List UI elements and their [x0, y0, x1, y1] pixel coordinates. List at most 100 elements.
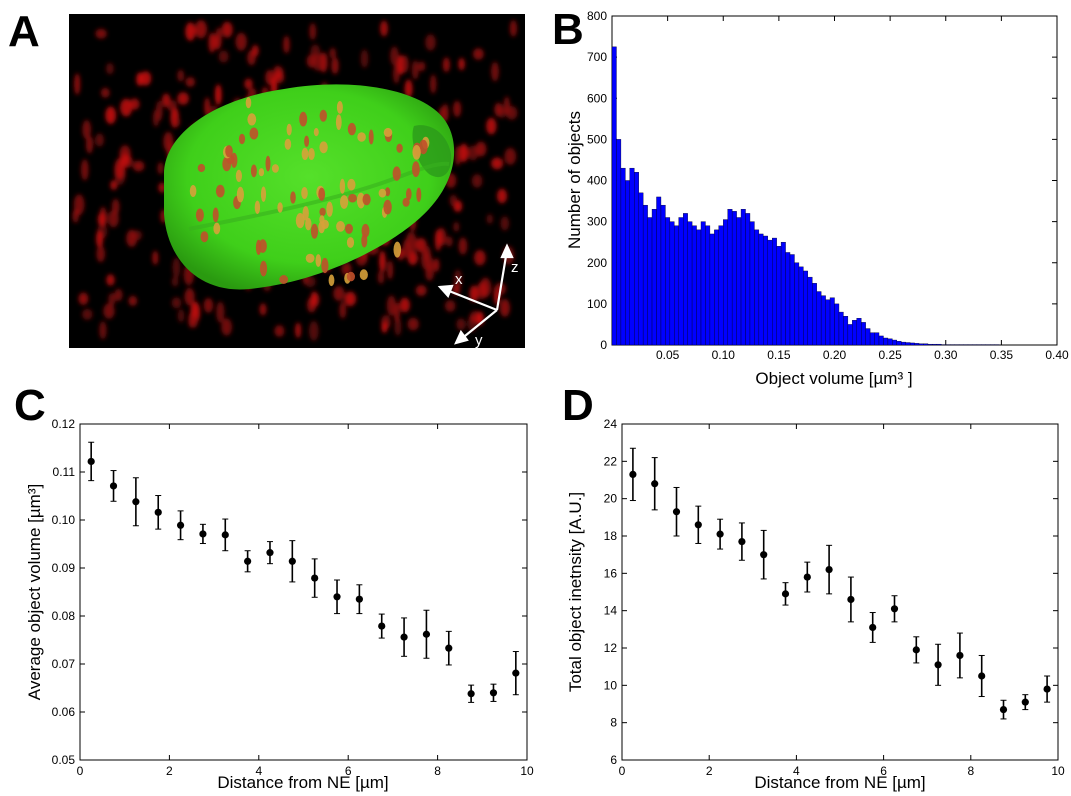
nuclear-object [305, 253, 315, 263]
nuclear-object [416, 187, 422, 202]
red-object [274, 325, 285, 337]
nuclear-object [346, 271, 355, 282]
nuclear-object [284, 138, 292, 150]
microscopy-render: z x y [69, 14, 525, 348]
nuclear-object [260, 186, 267, 202]
red-object [251, 44, 259, 57]
nuclear-object [339, 178, 346, 194]
data-point [266, 549, 274, 557]
nuclear-object [383, 199, 392, 215]
nuclear-object [265, 155, 271, 172]
red-object [426, 259, 435, 271]
axis-y-label: y [475, 332, 483, 348]
y-tick-label: 14 [604, 604, 618, 618]
x-axis-label: Distance from NE [µm] [754, 773, 925, 792]
y-tick-label: 800 [587, 9, 607, 23]
red-object [411, 60, 419, 80]
x-tick-label: 8 [434, 764, 441, 778]
nuclear-object [336, 221, 345, 232]
red-object [377, 270, 385, 284]
x-tick-label: 0.35 [990, 348, 1014, 362]
panel-d-letter: D [562, 381, 594, 430]
red-object [491, 61, 499, 82]
red-object [171, 297, 182, 309]
nuclear-object [277, 202, 283, 213]
data-point [760, 551, 768, 559]
red-object [379, 250, 386, 273]
red-object [259, 303, 267, 316]
red-object [329, 47, 337, 59]
red-object [189, 315, 198, 328]
nuclear-object [304, 135, 310, 147]
nuclear-object [412, 161, 420, 178]
data-point [738, 538, 746, 546]
nuclear-object [346, 237, 355, 248]
red-object [445, 236, 453, 247]
nuclear-object [359, 269, 368, 281]
data-point [422, 630, 431, 638]
red-object [177, 92, 189, 105]
data-point [825, 566, 833, 574]
red-object [74, 73, 81, 95]
nuclear-object [378, 188, 387, 198]
red-object [172, 257, 181, 279]
axis-z-label: z [511, 259, 519, 276]
nuclear-object [301, 187, 308, 199]
red-object [132, 160, 145, 172]
nuclear-object [396, 143, 403, 153]
data-point [629, 470, 637, 478]
y-tick-label: 200 [587, 256, 607, 270]
red-object [244, 78, 253, 90]
red-object [120, 98, 133, 117]
red-object [166, 100, 177, 111]
nuclear-object [328, 274, 335, 287]
data-point [333, 593, 341, 601]
red-object [505, 106, 518, 120]
x-tick-label: 0.25 [878, 348, 902, 362]
red-object [185, 22, 196, 41]
red-object [486, 214, 493, 224]
red-object [85, 135, 94, 154]
red-object [473, 48, 484, 60]
data-point [311, 574, 319, 582]
red-object [96, 245, 106, 263]
y-tick-label: 22 [604, 454, 618, 468]
red-object [78, 292, 89, 305]
red-object [386, 295, 396, 316]
data-point [781, 590, 790, 598]
red-object [418, 61, 426, 72]
nuclear-object [383, 127, 393, 137]
y-tick-label: 0.08 [52, 609, 76, 623]
y-tick-label: 0.10 [52, 513, 76, 527]
panel-c-letter: C [14, 381, 46, 430]
data-point [1043, 685, 1051, 693]
nuclear-object [236, 186, 244, 203]
red-object [204, 97, 211, 117]
nuclear-object [412, 145, 421, 160]
red-object [195, 20, 207, 39]
red-object [387, 260, 394, 280]
nuclear-object [247, 113, 257, 126]
red-object [273, 71, 285, 84]
red-object [380, 20, 388, 37]
data-point [132, 498, 140, 506]
data-point [651, 480, 659, 488]
y-tick-label: 0.11 [53, 465, 76, 479]
nuclear-object [255, 239, 262, 255]
y-axis-label: Average object volume [µm³] [25, 484, 44, 700]
red-object [456, 318, 466, 331]
x-axis-label: Object volume [µm³ ] [755, 369, 912, 388]
y-tick-label: 10 [604, 678, 618, 692]
red-object [203, 298, 214, 313]
red-object [399, 297, 410, 313]
nuclear-object [319, 207, 326, 217]
y-axis-label: Number of objects [565, 111, 584, 249]
nuclear-object [335, 114, 342, 130]
axis-triad-icon [437, 243, 514, 345]
red-object [394, 317, 402, 336]
red-object [171, 276, 179, 287]
red-object [390, 46, 399, 66]
red-object [486, 117, 497, 135]
red-object [216, 301, 225, 323]
y-axis-label: Total object inetnsity [A.U.] [566, 492, 585, 692]
